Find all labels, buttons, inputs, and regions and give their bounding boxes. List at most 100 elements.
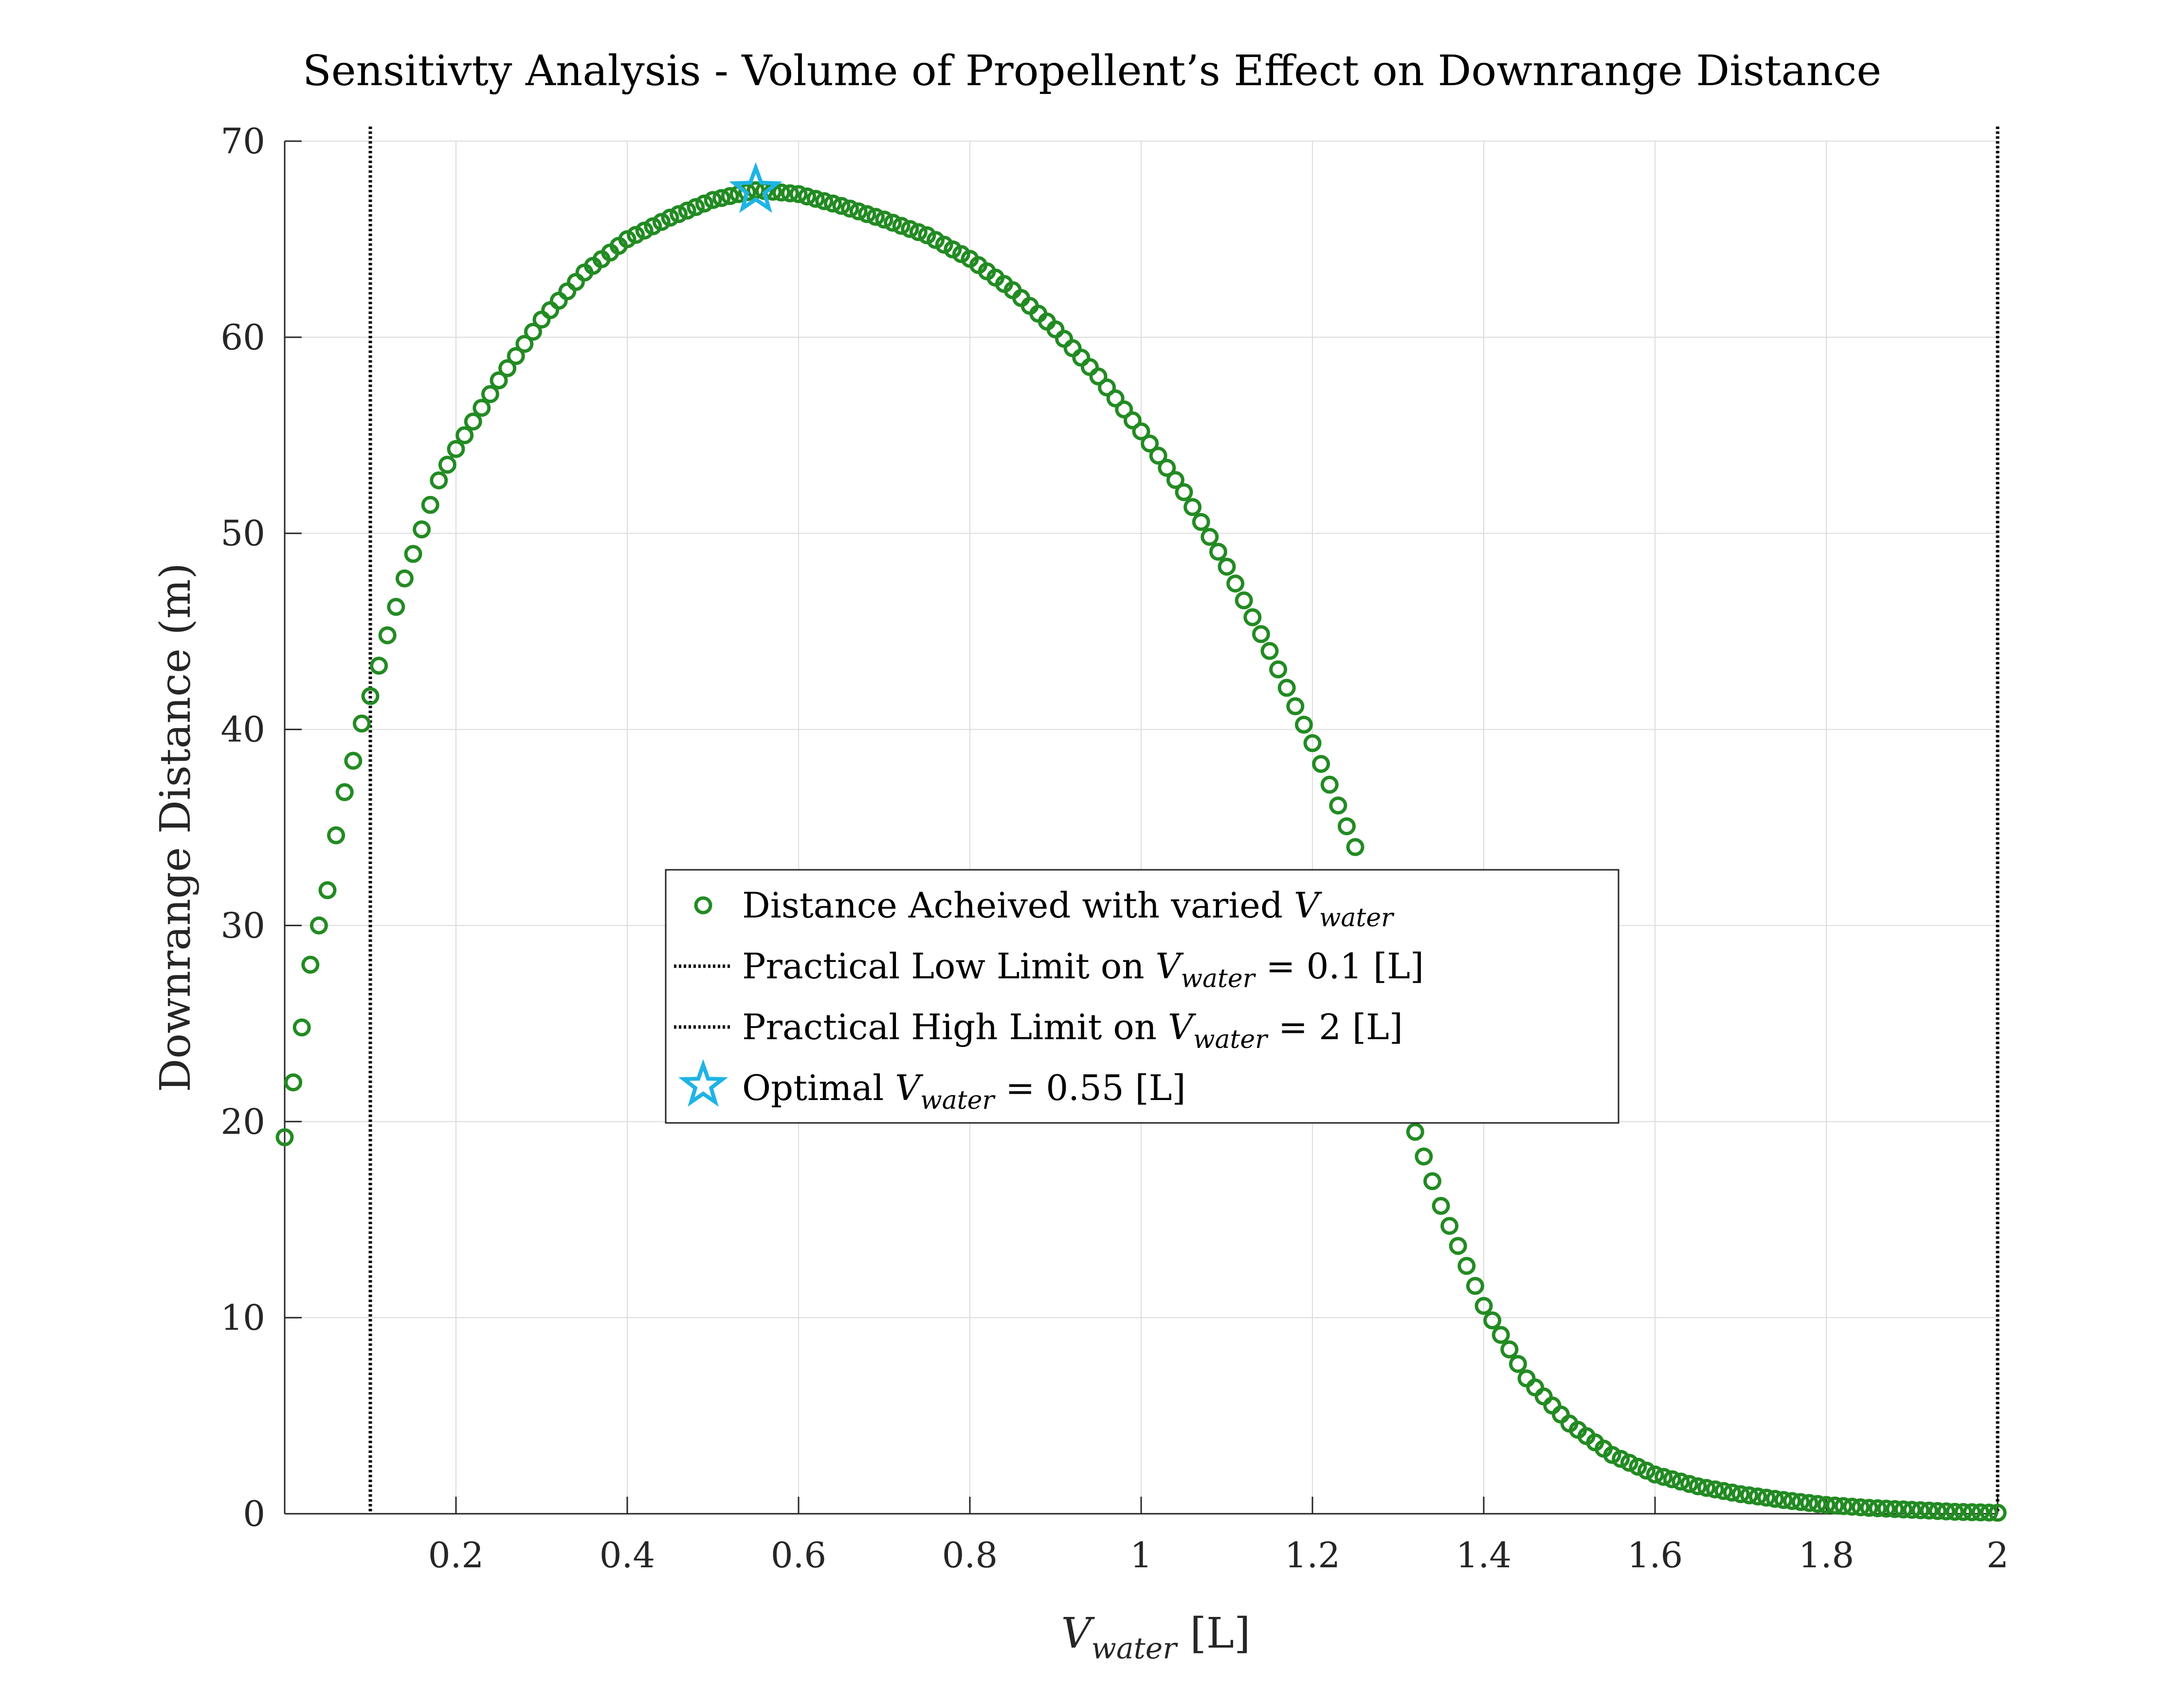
data-point xyxy=(292,1018,311,1037)
data-point xyxy=(335,783,354,801)
data-point xyxy=(430,471,448,490)
data-point xyxy=(1080,358,1099,376)
y-axis-label: Downrange Distance (m) xyxy=(151,563,200,1092)
data-point xyxy=(1406,1122,1424,1141)
data-point xyxy=(404,545,422,563)
data-point xyxy=(901,220,919,238)
x-axis-label: Vwater [L] xyxy=(1061,1609,1250,1666)
data-point xyxy=(687,198,705,216)
data-point xyxy=(858,205,876,223)
data-point xyxy=(1886,1500,1904,1518)
data-point xyxy=(395,569,414,587)
data-point xyxy=(1201,528,1219,546)
data-point xyxy=(832,197,851,215)
data-point xyxy=(447,440,465,458)
data-point xyxy=(1663,1470,1681,1488)
data-point xyxy=(1149,446,1167,465)
data-point xyxy=(866,208,885,226)
data-point xyxy=(1543,1396,1562,1415)
data-point xyxy=(1346,838,1365,856)
data-point xyxy=(1243,608,1262,626)
optimal-point xyxy=(729,162,783,213)
x-tick-label: 1 xyxy=(1130,1535,1152,1576)
data-point xyxy=(558,282,577,301)
data-point xyxy=(1175,483,1193,501)
data-point xyxy=(781,184,799,202)
data-point xyxy=(1903,1501,1921,1519)
data-point xyxy=(1655,1468,1673,1486)
data-point xyxy=(644,217,662,236)
data-point xyxy=(1843,1497,1861,1516)
data-point xyxy=(1286,697,1305,716)
data-point xyxy=(1260,642,1279,660)
y-tick-label: 70 xyxy=(220,121,265,162)
data-point xyxy=(1440,1217,1459,1235)
data-point xyxy=(1937,1502,1955,1521)
legend-entry-label: Distance Acheived with varied Vwater xyxy=(742,885,1395,933)
data-point xyxy=(1851,1498,1870,1517)
data-point xyxy=(884,214,902,232)
data-point xyxy=(1946,1503,1964,1521)
data-point xyxy=(1432,1197,1450,1215)
data-point xyxy=(1457,1257,1476,1275)
data-point xyxy=(1235,591,1253,609)
data-point xyxy=(473,399,491,417)
data-point xyxy=(1183,498,1202,516)
data-point xyxy=(1115,400,1133,419)
data-point xyxy=(652,213,671,231)
legend-star-marker xyxy=(678,1059,728,1107)
data-point xyxy=(841,200,859,218)
chart-title: Sensitivty Analysis - Volume of Propelle… xyxy=(303,47,1881,95)
data-point xyxy=(1929,1502,1947,1520)
optimal-star-marker xyxy=(729,162,783,213)
data-point xyxy=(1329,796,1347,815)
x-tick-label: 0.6 xyxy=(771,1535,827,1576)
data-point xyxy=(704,191,722,209)
data-point xyxy=(464,412,482,431)
legend-entry-label: Practical Low Limit on Vwater = 0.1 [L] xyxy=(742,946,1424,993)
data-point xyxy=(541,301,560,319)
x-tick-label: 0.8 xyxy=(942,1535,998,1576)
data-point xyxy=(1603,1446,1621,1464)
data-point xyxy=(1252,625,1270,643)
data-point xyxy=(481,385,499,404)
data-point xyxy=(1269,660,1288,679)
data-point xyxy=(670,205,688,223)
data-point xyxy=(892,217,910,235)
x-tick-label: 1.4 xyxy=(1456,1535,1512,1576)
data-point xyxy=(738,183,756,202)
legend: Distance Acheived with varied Vwater Prac… xyxy=(665,869,1620,1124)
data-point xyxy=(806,189,825,208)
data-point xyxy=(1791,1493,1810,1511)
data-point xyxy=(524,323,542,341)
data-point xyxy=(1689,1477,1707,1496)
data-point xyxy=(413,520,431,539)
data-point xyxy=(515,335,534,353)
data-point xyxy=(1680,1475,1698,1493)
data-point xyxy=(678,202,696,220)
data-point xyxy=(438,456,456,474)
data-point xyxy=(1526,1378,1545,1397)
data-point xyxy=(1492,1326,1510,1344)
data-point xyxy=(1466,1277,1484,1295)
data-point xyxy=(301,955,320,974)
data-point xyxy=(1132,422,1150,440)
data-point xyxy=(1706,1480,1724,1499)
data-point xyxy=(1166,471,1184,489)
data-point xyxy=(1055,330,1074,348)
data-point xyxy=(370,657,388,675)
data-point xyxy=(1646,1465,1664,1484)
data-point xyxy=(1312,754,1330,773)
data-point xyxy=(1209,543,1227,561)
data-point xyxy=(661,208,679,227)
data-point xyxy=(875,210,893,229)
x-tick-label: 1.2 xyxy=(1285,1535,1341,1576)
data-points xyxy=(275,181,2007,1522)
data-point xyxy=(1517,1369,1536,1388)
data-point xyxy=(498,359,517,378)
data-point xyxy=(507,347,525,366)
data-point xyxy=(566,273,585,291)
y-tick-label: 40 xyxy=(220,709,265,750)
x-tick-label: 0.2 xyxy=(428,1535,484,1576)
